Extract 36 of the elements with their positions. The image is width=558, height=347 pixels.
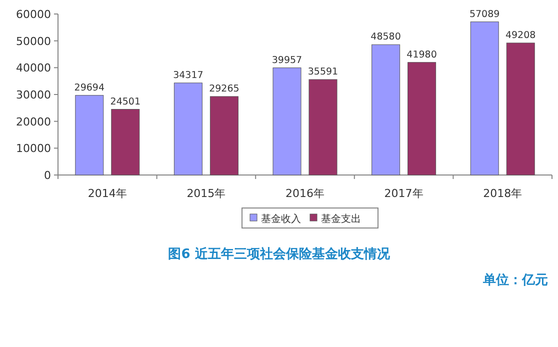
bar — [210, 96, 238, 176]
bar — [308, 79, 338, 176]
bar — [506, 42, 535, 176]
x-tick-label: 2017年 — [384, 187, 424, 200]
y-tick-label: 20000 — [16, 115, 51, 128]
bar — [272, 68, 302, 176]
bar — [75, 95, 104, 176]
data-label: 29694 — [74, 82, 105, 94]
y-tick-label: 50000 — [16, 34, 51, 48]
x-tick-label: 2014年 — [88, 187, 127, 200]
text: 单位：亿元 — [482, 272, 548, 288]
x-tick-label: 2015年 — [186, 187, 226, 200]
bar — [408, 62, 436, 176]
y-tick-label: 30000 — [16, 88, 51, 102]
legend-label: 基金支出 — [321, 213, 361, 225]
y-tick-label: 0 — [44, 169, 51, 182]
y-tick-label: 10000 — [16, 142, 51, 156]
text: 图6 近五年三项社会保险基金收支情况 — [168, 246, 391, 262]
data-label: 29265 — [209, 83, 240, 94]
data-label: 49208 — [505, 30, 536, 41]
data-label: 35591 — [308, 66, 338, 78]
data-label: 24501 — [110, 96, 141, 108]
x-tick-label: 2016年 — [286, 187, 324, 200]
data-label: 39957 — [272, 54, 302, 66]
bar — [111, 109, 140, 176]
data-label: 48580 — [370, 32, 401, 43]
data-label: 57089 — [469, 8, 500, 20]
y-tick-label: 40000 — [16, 62, 51, 75]
bar — [470, 22, 499, 176]
x-tick-label: 2018年 — [483, 187, 522, 200]
data-label: 34317 — [173, 70, 204, 81]
bar — [372, 44, 400, 176]
data-label: 41980 — [406, 49, 437, 60]
legend-label: 基金收入 — [261, 213, 301, 225]
y-tick-label: 60000 — [16, 8, 51, 21]
bar — [174, 82, 202, 176]
